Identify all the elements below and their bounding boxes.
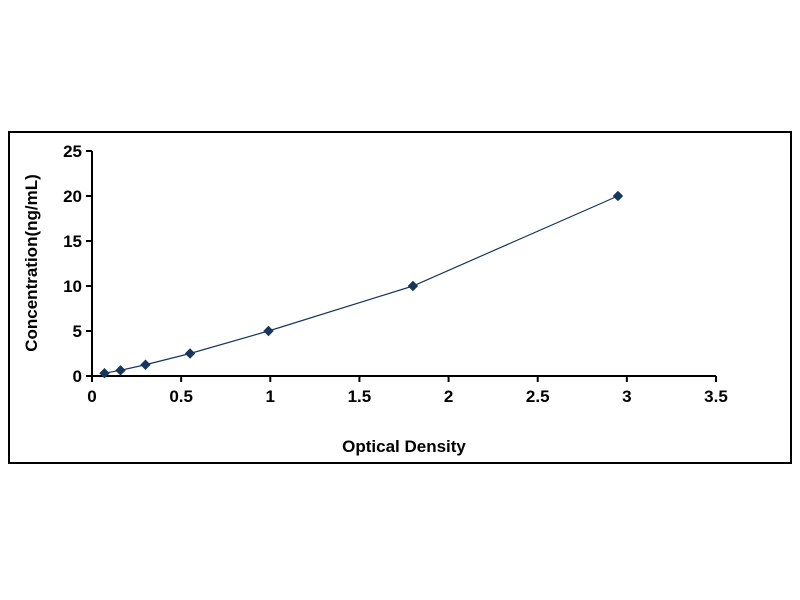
data-point: [140, 359, 151, 370]
x-tick-label: 2.5: [526, 387, 550, 406]
x-axis-label: Optical Density: [342, 437, 466, 456]
data-point: [612, 190, 624, 202]
x-tick-label: 0.5: [169, 387, 193, 406]
data-point: [263, 325, 274, 337]
x-tick-label: 3: [622, 387, 631, 406]
y-tick-label: 15: [63, 232, 82, 251]
x-tick-label: 2: [444, 387, 453, 406]
x-tick-label: 0: [87, 387, 96, 406]
x-tick-label: 1: [266, 387, 275, 406]
data-point: [184, 348, 196, 359]
curve: [104, 195, 619, 374]
chart-frame: 0 0.5 1 1.5 2 2.5 3 3.5 0 5 10 15 20 25 Concentration…: [8, 131, 792, 464]
plot-area: 0 0.5 1 1.5 2 2.5 3 3.5 0 5 10 15 20 25: [63, 142, 728, 406]
y-tick-label: 0: [73, 367, 82, 386]
y-tick-label: 20: [63, 187, 82, 206]
y-tick-label: 25: [63, 142, 82, 161]
x-tick-label: 3.5: [704, 387, 728, 406]
data-point: [115, 365, 126, 376]
y-tick-label: 10: [63, 277, 82, 296]
y-tick-label: 5: [73, 322, 82, 341]
data-point: [99, 368, 110, 379]
y-axis-label: Concentration(ng/mL): [22, 174, 41, 352]
x-tick-label: 1.5: [348, 387, 372, 406]
data-point: [407, 280, 419, 292]
